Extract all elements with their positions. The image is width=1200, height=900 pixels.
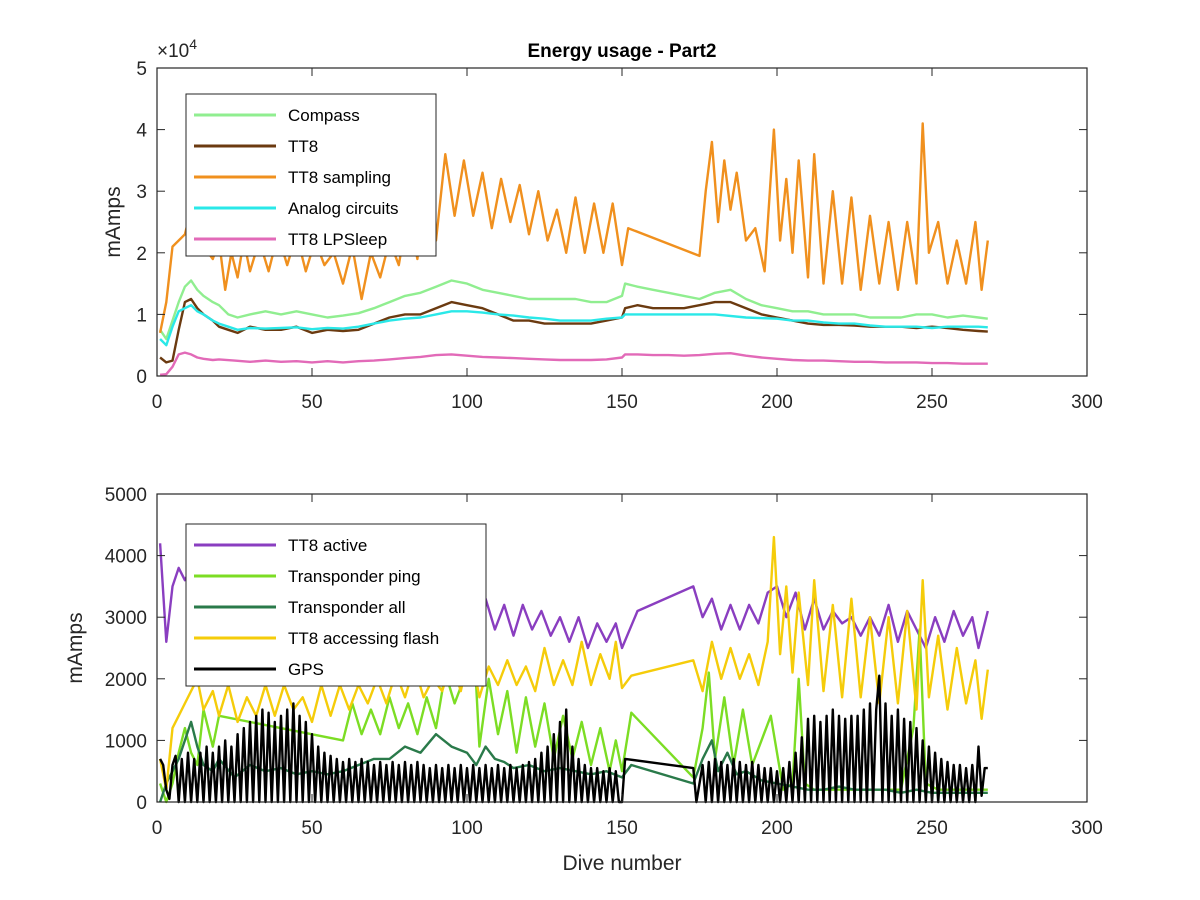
energy-bottom-panel: 0 50 100 150 200 250 300010002000300040005000 … [64,485,1103,875]
top-y-tick-label: 4 [136,121,147,142]
bottom-x-tick-label: 300 [1071,818,1103,839]
bottom-legend-label: TT8 accessing flash [288,629,439,648]
bottom-y-tick-label: 4000 [105,547,147,568]
top-ticks-group: 0 50 100 150 200 250 300 0 1 2 3 4 5 [136,59,1102,413]
bottom-x-tick-label: 0 [152,818,163,839]
bottom-x-axis-label: Dive number [562,852,681,875]
top-y-tick-label: 3 [136,182,147,203]
top-legend: Compass TT8 TT8 sampling Analog circuits TT8… [185,93,437,257]
y-exponent-base: ×10 [157,41,189,62]
top-legend-box [185,93,437,257]
bottom-x-tick-label: 100 [451,818,483,839]
top-y-tick-label: 2 [136,244,147,265]
bottom-legend: TT8 active Transponder ping Transponder al… [185,523,487,687]
bottom-series-group [158,535,989,804]
bottom-series-line-tt8-accessing-flash [158,535,989,791]
top-y-tick-label: 0 [136,367,147,388]
bottom-y-tick-label: 5000 [105,485,147,506]
bottom-y-tick-label: 0 [136,793,147,814]
top-x-tick-label: 150 [606,392,638,413]
top-series-line-tt8-lpsleep [159,351,988,376]
bottom-y-tick-label: 1000 [105,731,147,752]
bottom-legend-label: Transponder all [288,598,406,617]
top-legend-label: TT8 LPSleep [288,230,387,249]
bottom-x-tick-label: 250 [916,818,948,839]
top-series-line-analog-circuits [159,304,988,347]
bottom-legend-label: TT8 active [288,536,367,555]
top-series-group [158,122,989,376]
top-x-tick-label: 200 [761,392,793,413]
y-exponent-power: 4 [189,36,197,52]
bottom-series-line-gps [159,674,988,804]
top-y-axis-label: mAmps [102,186,125,257]
bottom-x-tick-label: 50 [301,818,322,839]
chart-title: Energy usage - Part2 [527,41,716,62]
top-legend-label: TT8 sampling [288,168,391,187]
top-y-exponent-label: ×104 [157,36,197,62]
top-legend-label: TT8 [288,137,318,156]
bottom-y-axis-label: mAmps [64,612,87,683]
bottom-legend-label: GPS [288,660,324,679]
energy-top-panel: 0 50 100 150 200 250 300 0 1 2 3 4 5 Energy usage - … [102,36,1103,413]
top-x-tick-label: 0 [152,392,163,413]
top-y-tick-label: 5 [136,59,147,80]
top-legend-label: Analog circuits [288,199,399,218]
top-y-tick-label: 1 [136,305,147,326]
bottom-x-tick-label: 200 [761,818,793,839]
top-x-tick-label: 300 [1071,392,1103,413]
top-series-line-tt8 [159,297,988,364]
bottom-y-tick-label: 2000 [105,670,147,691]
bottom-series-line-tt8-active [158,543,989,650]
top-x-tick-label: 250 [916,392,948,413]
bottom-x-tick-label: 150 [606,818,638,839]
top-x-tick-label: 50 [301,392,322,413]
bottom-y-tick-label: 3000 [105,608,147,629]
bottom-legend-label: Transponder ping [288,567,421,586]
top-series-line-compass [159,279,988,341]
bottom-legend-box [185,523,487,687]
top-legend-label: Compass [288,106,360,125]
top-x-tick-label: 100 [451,392,483,413]
